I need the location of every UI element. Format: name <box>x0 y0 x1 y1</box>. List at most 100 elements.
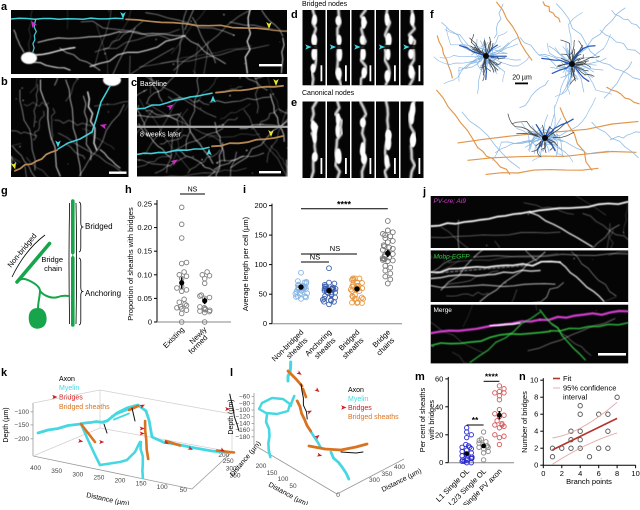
svg-text:Anchoring: Anchoring <box>85 289 121 298</box>
svg-text:200: 200 <box>218 452 229 459</box>
svg-text:0: 0 <box>336 492 340 499</box>
svg-text:150: 150 <box>267 470 278 477</box>
svg-text:****: **** <box>485 372 499 382</box>
svg-text:2: 2 <box>534 444 538 453</box>
svg-text:−100: −100 <box>235 407 250 414</box>
svg-text:0: 0 <box>534 461 538 470</box>
svg-text:6: 6 <box>534 410 538 419</box>
svg-text:Bridges: Bridges <box>59 395 83 402</box>
svg-text:l: l <box>230 367 233 379</box>
svg-text:k: k <box>1 367 8 379</box>
svg-text:100: 100 <box>254 260 267 269</box>
svg-text:350: 350 <box>230 472 241 479</box>
svg-text:c: c <box>131 77 137 89</box>
svg-text:with bridges: with bridges <box>427 400 436 441</box>
svg-text:b: b <box>1 76 8 88</box>
svg-text:j: j <box>422 186 426 198</box>
svg-text:Mobp-EGFP: Mobp-EGFP <box>434 254 471 261</box>
svg-text:Per cent of sheaths: Per cent of sheaths <box>418 387 427 452</box>
svg-text:10: 10 <box>530 376 538 385</box>
svg-text:8: 8 <box>615 469 619 478</box>
svg-text:300: 300 <box>226 466 237 473</box>
svg-text:Bridges: Bridges <box>348 405 372 412</box>
svg-text:400: 400 <box>394 464 405 471</box>
svg-text:n: n <box>519 371 526 383</box>
svg-text:50: 50 <box>259 290 267 299</box>
svg-text:0.25: 0.25 <box>137 200 152 209</box>
svg-text:−60: −60 <box>239 394 250 401</box>
svg-text:4: 4 <box>534 427 538 436</box>
svg-text:50: 50 <box>289 483 297 490</box>
svg-text:Bridged sheaths: Bridged sheaths <box>59 404 110 411</box>
svg-text:****: **** <box>337 200 352 210</box>
svg-text:Baseline: Baseline <box>140 81 167 88</box>
svg-text:e: e <box>291 97 297 109</box>
svg-text:150: 150 <box>136 481 147 488</box>
svg-text:NS: NS <box>310 253 320 262</box>
svg-text:**: ** <box>472 415 479 425</box>
svg-text:50: 50 <box>180 487 188 494</box>
svg-text:Depth (µm): Depth (µm) <box>228 399 235 434</box>
svg-text:0.20: 0.20 <box>137 223 152 232</box>
svg-text:Axon: Axon <box>348 387 364 394</box>
svg-text:Canonical nodes: Canonical nodes <box>302 90 355 97</box>
svg-text:0: 0 <box>148 318 152 327</box>
svg-text:200: 200 <box>115 478 126 485</box>
svg-text:Fit: Fit <box>563 374 572 383</box>
svg-text:300: 300 <box>72 471 83 478</box>
svg-text:350: 350 <box>51 468 62 475</box>
svg-text:4: 4 <box>578 469 582 478</box>
svg-text:h: h <box>125 184 132 196</box>
svg-text:−200: −200 <box>14 436 29 443</box>
svg-text:200: 200 <box>256 463 267 470</box>
svg-text:chain: chain <box>44 264 62 273</box>
svg-text:Bridge: Bridge <box>41 255 63 264</box>
svg-text:−180: −180 <box>235 434 250 441</box>
svg-text:f: f <box>430 9 434 21</box>
svg-text:300: 300 <box>369 477 380 484</box>
svg-text:Bridged sheaths: Bridged sheaths <box>348 414 399 421</box>
svg-text:0.15: 0.15 <box>137 247 152 256</box>
svg-text:0.05: 0.05 <box>137 294 152 303</box>
svg-text:0: 0 <box>439 458 443 467</box>
svg-text:m: m <box>415 371 425 383</box>
svg-text:Depth (µm): Depth (µm) <box>3 407 10 442</box>
svg-text:100: 100 <box>278 476 289 483</box>
svg-text:Proportion of sheaths with bri: Proportion of sheaths with bridges <box>126 207 135 321</box>
svg-text:8: 8 <box>534 393 538 402</box>
svg-text:60: 60 <box>435 374 443 383</box>
svg-text:20: 20 <box>435 430 443 439</box>
svg-text:Myelin: Myelin <box>348 396 368 403</box>
svg-text:8 weeks later: 8 weeks later <box>140 132 182 139</box>
svg-text:250: 250 <box>223 458 234 465</box>
svg-text:Average length per cell (µm): Average length per cell (µm) <box>241 216 250 311</box>
svg-text:−120: −120 <box>235 414 250 421</box>
svg-text:40: 40 <box>435 402 443 411</box>
svg-text:Merge: Merge <box>434 307 453 314</box>
svg-text:Bridged: Bridged <box>85 222 113 231</box>
svg-text:NS: NS <box>188 186 198 193</box>
svg-text:350: 350 <box>382 471 393 478</box>
svg-text:400: 400 <box>30 465 41 472</box>
svg-text:d: d <box>291 9 298 21</box>
svg-text:a: a <box>1 1 8 13</box>
svg-text:0: 0 <box>263 319 267 328</box>
svg-text:250: 250 <box>93 474 104 481</box>
svg-text:200: 200 <box>254 201 267 210</box>
svg-text:Bridged nodes: Bridged nodes <box>302 1 348 8</box>
svg-text:−150: −150 <box>14 422 29 429</box>
svg-text:NS: NS <box>330 244 340 253</box>
svg-text:0: 0 <box>541 469 545 478</box>
svg-text:Branch points: Branch points <box>566 477 612 486</box>
svg-text:95% confidence: 95% confidence <box>563 384 616 393</box>
svg-text:−100: −100 <box>14 409 29 416</box>
svg-text:20 µm: 20 µm <box>512 75 532 82</box>
svg-text:10: 10 <box>631 469 639 478</box>
svg-text:2: 2 <box>560 469 564 478</box>
svg-text:100: 100 <box>157 484 168 491</box>
svg-text:−80: −80 <box>239 400 250 407</box>
svg-text:150: 150 <box>254 231 267 240</box>
svg-text:Axon: Axon <box>59 376 75 383</box>
svg-text:interval: interval <box>563 393 588 402</box>
svg-text:0.10: 0.10 <box>137 270 152 279</box>
